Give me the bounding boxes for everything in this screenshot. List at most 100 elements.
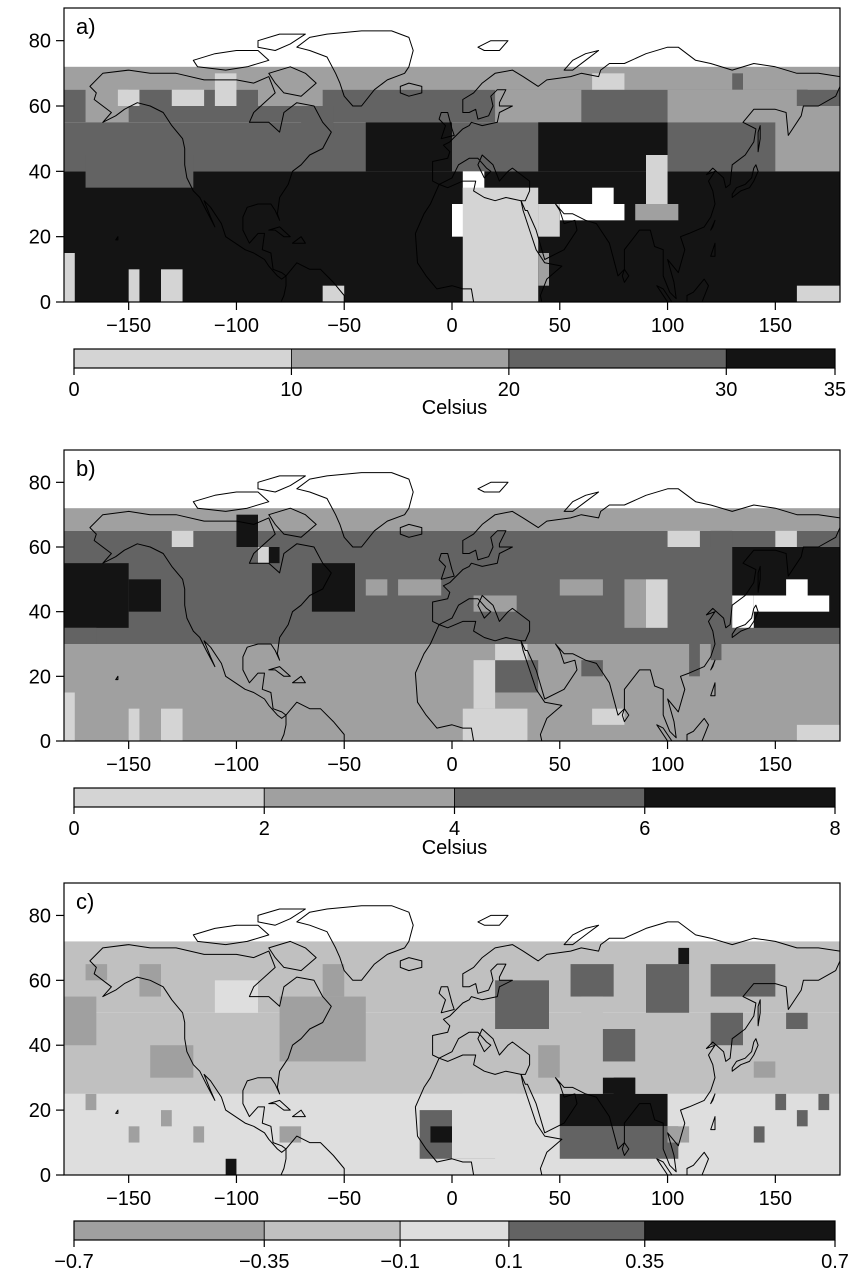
coastlines <box>89 30 840 302</box>
data-cell <box>646 155 668 204</box>
map-area <box>64 450 840 741</box>
data-cell <box>602 1029 636 1062</box>
x-tick-label: 100 <box>651 754 684 776</box>
map-area <box>64 8 840 302</box>
colorbar-segment <box>725 348 836 369</box>
data-cell <box>193 1126 205 1143</box>
data-cell <box>128 708 140 741</box>
colorbar-tick-label: 30 <box>715 379 737 401</box>
data-cell <box>646 579 668 628</box>
coastline <box>710 1116 716 1131</box>
coastline <box>268 507 317 538</box>
coastline <box>399 523 423 538</box>
data-cell <box>559 204 625 221</box>
panel-c: c) 0 20 40 60 80 −150 −100 −50 0 50 100 150 −0.7 −0.35… <box>29 882 849 1273</box>
colorbar-tick-label: 6 <box>639 818 650 840</box>
data-cell <box>796 285 840 302</box>
data-cell <box>775 106 840 172</box>
coastline <box>115 236 119 241</box>
data-cell <box>646 964 690 1013</box>
colorbar-label: Celsius <box>422 397 488 419</box>
data-cell <box>570 964 614 997</box>
coastline <box>710 1093 716 1105</box>
data-cell <box>161 1110 172 1127</box>
panel-b: b) 0 20 40 60 80 −150 −100 −50 0 50 100 150 0 2 4 6 8 Cels… <box>29 449 841 859</box>
data-cell <box>462 708 528 741</box>
colorbar: −0.7 −0.35 −0.1 0.1 0.35 0.7 <box>54 1220 849 1273</box>
coastline <box>656 724 673 741</box>
coastline <box>621 268 630 283</box>
map-area <box>64 883 840 1175</box>
coastline <box>710 219 716 231</box>
x-tick-label: −150 <box>106 315 151 337</box>
colorbar: 0 10 20 30 35 Celsius <box>68 348 846 419</box>
data-cell <box>225 1158 237 1175</box>
coastline <box>438 986 455 1014</box>
data-cell <box>128 1126 140 1143</box>
coastline <box>268 940 317 972</box>
colorbar-tick-label: 0.7 <box>821 1251 849 1273</box>
x-tick-label: −100 <box>214 1188 259 1210</box>
coastline <box>710 682 716 697</box>
coastline <box>438 112 455 140</box>
y-tick-label: 80 <box>29 31 51 53</box>
y-tick-label: 80 <box>29 905 51 927</box>
panel-label: a) <box>76 14 96 39</box>
x-tick-label: 150 <box>759 1188 792 1210</box>
colorbar-tick-label: 0 <box>68 379 79 401</box>
colorbar-segment <box>263 787 455 808</box>
data-cell <box>64 627 97 644</box>
data-cell <box>64 563 129 628</box>
data-cell <box>64 253 75 302</box>
data-cell <box>258 73 323 106</box>
coastline <box>89 510 332 719</box>
coastline <box>257 33 306 51</box>
coastline <box>432 46 840 300</box>
y-tick-label: 20 <box>29 227 51 249</box>
x-tick-label: 50 <box>549 754 571 776</box>
data-cell <box>171 530 194 547</box>
data-cell <box>796 724 840 741</box>
panel-label: c) <box>76 889 94 914</box>
coastline <box>292 1109 306 1118</box>
coastlines <box>89 472 840 741</box>
data-cell <box>311 563 355 612</box>
coastline <box>656 1158 673 1175</box>
data-cell <box>85 155 194 188</box>
data-cell <box>592 187 614 204</box>
x-tick-label: −100 <box>214 754 259 776</box>
data-cell <box>667 1126 690 1143</box>
x-tick-label: −150 <box>106 1188 151 1210</box>
y-tick-label: 0 <box>40 731 51 753</box>
data-cell <box>710 964 776 997</box>
y-tick-label: 40 <box>29 161 51 183</box>
data-cell <box>775 1093 787 1111</box>
data-cell <box>161 269 183 302</box>
coastline <box>292 675 306 684</box>
data-cell <box>732 73 743 90</box>
data-cell <box>581 996 603 1029</box>
data-band <box>64 530 840 644</box>
colorbar: 0 2 4 6 8 Celsius <box>68 787 841 859</box>
data-cell <box>322 964 345 997</box>
coastline <box>563 924 600 946</box>
colorbar-tick-label: 0.35 <box>625 1251 664 1273</box>
data-cell <box>538 204 560 237</box>
colorbar-tick-label: −0.1 <box>380 1251 419 1273</box>
data-cell <box>301 106 334 139</box>
y-tick-label: 40 <box>29 602 51 624</box>
y-tick-label: 40 <box>29 1035 51 1057</box>
data-cell <box>818 1093 830 1111</box>
x-tick-label: 0 <box>446 1188 457 1210</box>
coastline <box>115 675 119 681</box>
data-cell <box>473 595 517 612</box>
coastline <box>89 944 332 1153</box>
coastline <box>710 242 716 257</box>
colorbar-segment <box>644 787 836 808</box>
coastline <box>296 30 414 107</box>
coastline <box>563 491 600 512</box>
colorbar-segment <box>399 1220 510 1241</box>
data-cell <box>64 692 75 741</box>
data-cell <box>592 73 625 90</box>
